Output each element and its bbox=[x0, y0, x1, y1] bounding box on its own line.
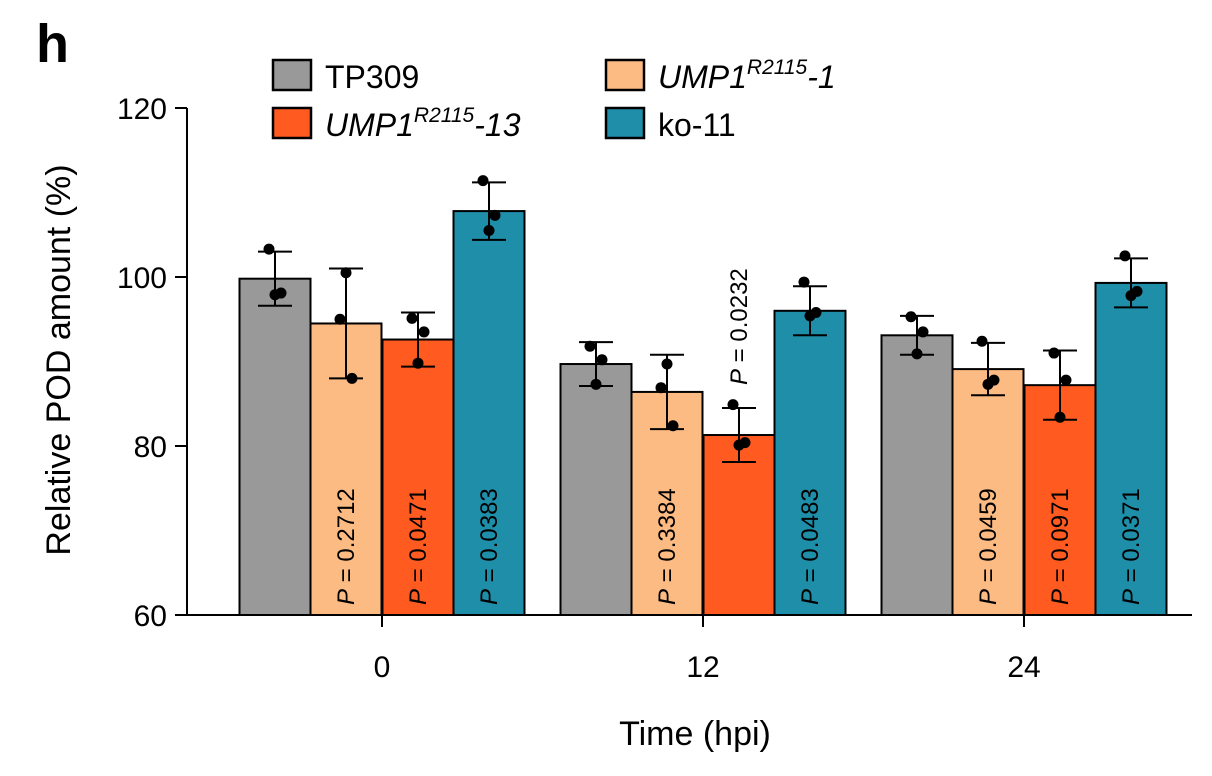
data-point-UMP1-1-24 bbox=[982, 378, 994, 390]
legend-label-TP309: TP309 bbox=[325, 59, 419, 95]
legend-swatch-ko-11 bbox=[604, 106, 646, 140]
p-value-label-ko-11-24: P = 0.0371 bbox=[1118, 488, 1145, 605]
data-point-ko-11-0 bbox=[489, 209, 501, 221]
p-value-label-UMP1-1-0: P = 0.2712 bbox=[333, 488, 360, 605]
y-tick-label-100: 100 bbox=[117, 262, 167, 295]
legend-swatch-UMP1-13 bbox=[271, 106, 313, 140]
data-point-TP309-24 bbox=[917, 326, 929, 338]
legend-label-UMP1-13: UMP1R2115-13 bbox=[325, 104, 521, 143]
data-point-TP309-0 bbox=[263, 243, 275, 255]
data-point-ko-11-12 bbox=[804, 310, 816, 322]
data-point-TP309-12 bbox=[590, 378, 602, 390]
data-point-UMP1-1-0 bbox=[346, 372, 358, 384]
y-tick-label-120: 120 bbox=[117, 93, 167, 126]
data-point-TP309-12 bbox=[584, 340, 596, 352]
bar-ko-11-12 bbox=[773, 309, 847, 616]
data-point-UMP1-13-12 bbox=[733, 439, 745, 451]
data-point-ko-11-12 bbox=[798, 276, 810, 288]
data-point-ko-11-24 bbox=[1125, 290, 1137, 302]
axes-group: 60 80 100 120 0 12 24 bbox=[117, 93, 1192, 684]
p-value-label-ko-11-12: P = 0.0483 bbox=[797, 488, 824, 605]
panel-label: h bbox=[36, 14, 69, 74]
x-axis-title: Time (hpi) bbox=[619, 715, 771, 753]
x-tick-label-24: 24 bbox=[1007, 651, 1040, 684]
legend-label-UMP1-1: UMP1R2115-1 bbox=[658, 56, 836, 95]
bar-TP309-24 bbox=[880, 334, 954, 616]
bar-TP309-12 bbox=[559, 363, 633, 616]
legend-swatch-TP309 bbox=[271, 58, 313, 92]
data-point-UMP1-13-24 bbox=[1054, 411, 1066, 423]
p-value-label-ko-11-0: P = 0.0383 bbox=[476, 488, 503, 605]
data-point-UMP1-1-0 bbox=[334, 313, 346, 325]
data-point-ko-11-24 bbox=[1119, 250, 1131, 262]
p-value-label-UMP1-13-12: P = 0.0232 bbox=[726, 268, 753, 385]
p-value-label-UMP1-1-24: P = 0.0459 bbox=[975, 488, 1002, 605]
data-point-ko-11-0 bbox=[477, 175, 489, 187]
y-axis-title: Relative POD amount (%) bbox=[40, 164, 78, 555]
p-value-label-UMP1-13-24: P = 0.0971 bbox=[1047, 488, 1074, 605]
bar-ko-11-0 bbox=[452, 210, 526, 616]
x-tick-label-0: 0 bbox=[374, 651, 391, 684]
data-point-TP309-0 bbox=[269, 289, 281, 301]
error-bar-UMP1-13-12 bbox=[722, 406, 756, 464]
legend: TP309 UMP1R2115-13 UMP1R2115-1 ko-11 bbox=[271, 56, 836, 143]
bar-UMP1-13-24 bbox=[1023, 384, 1097, 616]
data-point-UMP1-1-12 bbox=[661, 358, 673, 370]
data-point-TP309-12 bbox=[596, 354, 608, 366]
bar-ko-11-24 bbox=[1094, 281, 1168, 616]
p-value-label-UMP1-13-0: P = 0.0471 bbox=[405, 488, 432, 605]
data-point-UMP1-13-0 bbox=[406, 312, 418, 324]
data-point-UMP1-1-12 bbox=[667, 420, 679, 432]
legend-item-TP309: TP309 bbox=[271, 58, 419, 95]
legend-label-ko-11: ko-11 bbox=[658, 107, 736, 143]
data-point-UMP1-13-24 bbox=[1048, 347, 1060, 359]
data-point-UMP1-13-0 bbox=[418, 326, 430, 338]
data-point-ko-11-0 bbox=[483, 225, 495, 237]
p-value-label-UMP1-1-12: P = 0.3384 bbox=[654, 488, 681, 605]
bars-group: P = 0.2712 P = 0.3384 P = 0.0459 P = 0.0471… bbox=[238, 175, 1168, 617]
data-point-TP309-24 bbox=[905, 311, 917, 323]
data-point-UMP1-13-24 bbox=[1060, 374, 1072, 386]
legend-swatch-UMP1-1 bbox=[604, 58, 646, 92]
data-point-UMP1-13-12 bbox=[727, 399, 739, 411]
data-point-UMP1-1-24 bbox=[976, 335, 988, 347]
legend-item-UMP1-1: UMP1R2115-1 bbox=[604, 56, 836, 95]
data-point-UMP1-1-12 bbox=[655, 382, 667, 394]
legend-item-UMP1-13: UMP1R2115-13 bbox=[271, 104, 521, 143]
data-point-UMP1-13-0 bbox=[412, 357, 424, 369]
x-tick-label-12: 12 bbox=[686, 651, 719, 684]
y-tick-label-80: 80 bbox=[134, 431, 167, 464]
legend-item-ko-11: ko-11 bbox=[604, 106, 736, 143]
data-point-TP309-24 bbox=[911, 348, 923, 360]
data-point-UMP1-1-0 bbox=[340, 267, 352, 279]
y-tick-label-60: 60 bbox=[134, 600, 167, 633]
bar-TP309-0 bbox=[238, 277, 312, 616]
